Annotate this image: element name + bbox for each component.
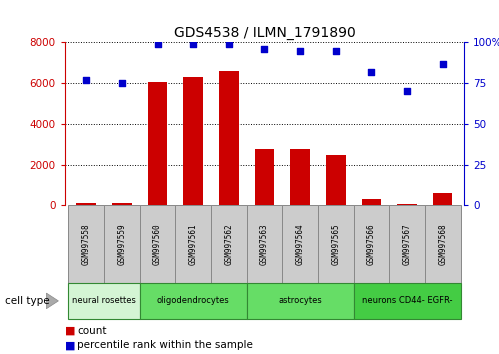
Point — [225, 41, 233, 47]
Bar — [68, 205, 104, 283]
Bar — [247, 205, 282, 283]
Bar — [112, 203, 132, 205]
Bar — [219, 71, 239, 205]
Bar — [433, 193, 453, 205]
Point — [367, 69, 375, 75]
Text: ■: ■ — [65, 340, 75, 350]
Text: GSM997561: GSM997561 — [189, 223, 198, 265]
Text: GSM997559: GSM997559 — [117, 223, 126, 265]
Polygon shape — [46, 293, 58, 309]
Text: GSM997568: GSM997568 — [438, 223, 447, 265]
Text: percentile rank within the sample: percentile rank within the sample — [77, 340, 253, 350]
Text: GSM997566: GSM997566 — [367, 223, 376, 265]
Bar — [140, 283, 247, 319]
Bar — [175, 205, 211, 283]
Text: GSM997558: GSM997558 — [82, 223, 91, 265]
Bar — [104, 205, 140, 283]
Point — [154, 41, 162, 47]
Bar — [76, 203, 96, 205]
Bar — [184, 77, 203, 205]
Bar — [326, 155, 345, 205]
Text: GSM997562: GSM997562 — [225, 223, 234, 265]
Point — [439, 61, 447, 67]
Text: ■: ■ — [65, 326, 75, 336]
Bar — [425, 205, 461, 283]
Point — [260, 46, 268, 52]
Bar — [389, 205, 425, 283]
Point — [332, 48, 340, 53]
Title: GDS4538 / ILMN_1791890: GDS4538 / ILMN_1791890 — [174, 26, 355, 40]
Point — [118, 80, 126, 86]
Point — [296, 48, 304, 53]
Text: neurons CD44- EGFR-: neurons CD44- EGFR- — [362, 296, 452, 306]
Bar — [254, 149, 274, 205]
Text: oligodendrocytes: oligodendrocytes — [157, 296, 230, 306]
Bar — [318, 205, 354, 283]
Bar — [290, 149, 310, 205]
Text: cell type: cell type — [5, 296, 49, 306]
Bar — [362, 199, 381, 205]
Bar — [148, 82, 167, 205]
Bar — [211, 205, 247, 283]
Point — [189, 41, 197, 47]
Text: GSM997563: GSM997563 — [260, 223, 269, 265]
Text: GSM997565: GSM997565 — [331, 223, 340, 265]
Text: astrocytes: astrocytes — [278, 296, 322, 306]
Bar — [140, 205, 175, 283]
Text: GSM997564: GSM997564 — [295, 223, 304, 265]
Bar — [68, 283, 140, 319]
Text: neural rosettes: neural rosettes — [72, 296, 136, 306]
Bar — [354, 283, 461, 319]
Point — [403, 88, 411, 94]
Point — [82, 77, 90, 83]
Bar — [397, 204, 417, 205]
Bar — [354, 205, 389, 283]
Text: GSM997567: GSM997567 — [403, 223, 412, 265]
Text: GSM997560: GSM997560 — [153, 223, 162, 265]
Bar — [282, 205, 318, 283]
Text: count: count — [77, 326, 107, 336]
Bar — [247, 283, 354, 319]
